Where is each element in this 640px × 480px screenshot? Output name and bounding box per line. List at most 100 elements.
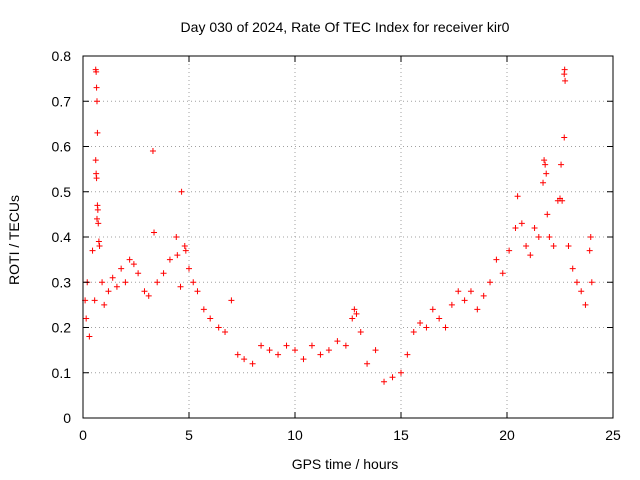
data-point <box>364 360 371 367</box>
data-point <box>109 274 116 281</box>
x-tick-label: 25 <box>605 427 621 443</box>
data-point <box>186 265 192 272</box>
data-point <box>587 234 594 240</box>
data-point <box>342 342 349 349</box>
data-point <box>474 306 481 313</box>
data-point <box>389 374 396 381</box>
data-point <box>160 270 167 277</box>
data-point <box>398 369 404 376</box>
data-point <box>562 77 569 84</box>
data-point <box>145 292 152 299</box>
data-point <box>540 179 547 186</box>
x-tick-label: 15 <box>393 427 409 443</box>
data-point <box>200 306 207 313</box>
data-point <box>283 342 290 349</box>
data-point <box>578 288 585 295</box>
data-point <box>410 329 417 336</box>
x-tick-label: 20 <box>499 427 515 443</box>
data-point <box>531 224 538 231</box>
data-point <box>487 279 494 286</box>
data-point <box>429 306 436 313</box>
data-point <box>151 229 158 236</box>
data-point <box>372 347 379 354</box>
data-point <box>122 279 129 286</box>
data-point <box>275 351 282 358</box>
x-tick-label: 10 <box>287 427 303 443</box>
data-point <box>166 256 173 263</box>
data-point <box>135 270 142 277</box>
data-point <box>93 215 100 222</box>
data-point <box>241 356 248 363</box>
data-point <box>93 84 100 91</box>
data-point <box>249 360 256 367</box>
data-point <box>467 288 474 295</box>
y-tick-label: 0.6 <box>52 139 72 155</box>
data-point <box>105 288 112 295</box>
data-point <box>141 288 148 295</box>
data-point <box>234 351 241 358</box>
data-point <box>455 288 462 295</box>
data-point <box>130 261 137 268</box>
data-point <box>99 279 106 286</box>
data-point <box>194 288 201 295</box>
data-point <box>178 188 185 195</box>
data-point <box>349 315 356 322</box>
data-point <box>174 252 181 259</box>
data-point <box>177 283 184 290</box>
data-point <box>586 247 593 254</box>
data-point <box>93 98 100 105</box>
data-point <box>480 292 487 299</box>
data-point <box>546 234 553 240</box>
data-point <box>404 351 411 358</box>
data-point <box>417 319 424 326</box>
data-point <box>149 148 156 155</box>
data-point <box>86 333 93 340</box>
y-tick-label: 0.1 <box>52 365 72 381</box>
data-point <box>588 279 595 286</box>
data-point <box>93 175 100 182</box>
data-point <box>351 306 358 313</box>
data-point <box>550 243 557 250</box>
data-point <box>92 157 99 164</box>
x-tick-label: 0 <box>79 427 87 443</box>
data-point <box>228 297 235 304</box>
data-point <box>527 252 534 259</box>
x-axis-title: GPS time / hours <box>292 456 399 472</box>
data-point <box>181 243 188 250</box>
data-point <box>222 329 229 336</box>
data-point <box>381 378 388 385</box>
data-point <box>512 224 519 231</box>
data-point <box>543 170 550 177</box>
data-point <box>423 324 430 331</box>
data-point <box>101 301 108 308</box>
chart-title: Day 030 of 2024, Rate Of TEC Index for r… <box>181 19 510 35</box>
data-point <box>94 206 101 213</box>
data-point <box>544 211 551 218</box>
data-point <box>353 310 360 317</box>
data-point <box>300 356 307 363</box>
data-point <box>493 256 500 263</box>
data-point <box>442 324 449 331</box>
data-point <box>94 129 101 136</box>
y-tick-label: 0.5 <box>52 184 72 200</box>
data-point <box>558 161 565 168</box>
data-point <box>308 342 315 349</box>
data-point <box>573 279 580 286</box>
y-tick-label: 0.7 <box>52 93 72 109</box>
y-tick-label: 0.2 <box>52 320 72 336</box>
data-point <box>559 197 566 204</box>
data-point <box>518 220 525 227</box>
data-point <box>215 324 222 331</box>
data-point <box>190 279 197 286</box>
data-points <box>82 66 595 385</box>
data-point <box>182 247 189 254</box>
grid-lines <box>83 56 613 418</box>
y-tick-label: 0.8 <box>52 48 72 64</box>
data-point <box>207 315 214 322</box>
data-point <box>118 265 125 272</box>
data-point <box>582 301 589 308</box>
data-point <box>317 351 324 358</box>
axis-ticks: 0 5 10 15 20 25 0 0.1 0.2 0.3 0.4 0.5 0.6 0.7 0.8 <box>52 48 621 443</box>
y-axis-title: ROTI / TECUs <box>6 195 22 285</box>
